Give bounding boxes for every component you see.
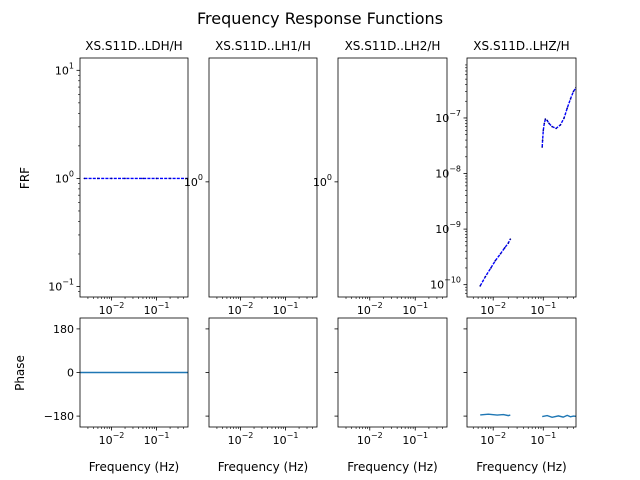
x-tick-label: 10−1 (144, 431, 170, 447)
frf-point (490, 267, 492, 269)
phase-ylabel: Phase (13, 355, 27, 391)
x-tick-label: 10−1 (273, 301, 299, 317)
subplot-title: XS.S11D..LDH/H (85, 39, 182, 53)
frf-point (542, 129, 545, 132)
frf-series-2 (541, 87, 576, 148)
subplot-7: 10−2 10−1 Frequency (Hz) (334, 317, 448, 474)
y-tick-label: 100 (313, 173, 332, 189)
subplot-6: 10−2 10−1 Frequency (Hz) (205, 317, 318, 474)
x-tick-label: 10−2 (480, 431, 506, 447)
frf-series-1 (479, 238, 511, 287)
plot-area (83, 177, 188, 180)
x-tick-label: 10−2 (357, 431, 383, 447)
x-tick-label: 10−2 (480, 301, 506, 317)
frf-point (551, 125, 553, 128)
frf-point (494, 259, 497, 262)
frf-point (543, 122, 546, 125)
y-tick-label: 101 (55, 61, 74, 77)
y-tick-label: 10−8 (435, 165, 461, 181)
frf-point (541, 139, 544, 141)
figure-title: Frequency Response Functions (197, 9, 443, 28)
subplot-5: 10−2 10−1 180 0 −180 Frequency (Hz) (44, 317, 189, 474)
x-tick-label: 10−1 (530, 431, 556, 447)
y-tick-label: −180 (44, 410, 74, 423)
frf-point (569, 98, 572, 100)
x-tick-label: 10−1 (273, 431, 299, 447)
frf-point (97, 177, 99, 180)
axes-frame (208, 317, 318, 428)
frf-point (555, 127, 557, 130)
x-tick-label: 10−1 (144, 301, 170, 317)
axes-frame (337, 317, 448, 428)
subplot-title: XS.S11D..LH2/H (345, 39, 441, 53)
x-tick-label: 10−2 (228, 431, 254, 447)
y-tick-label: 180 (53, 323, 74, 336)
frf-point (566, 107, 568, 109)
frf-point (541, 146, 543, 148)
x-tick-label: 10−2 (99, 301, 125, 317)
subplot-1: 10−2 10−1 10−1 100 101 XS.S11D..LDH/H (48, 39, 189, 317)
subplot-3: 10−2 10−1 100 XS.S11D..LH2/H (313, 39, 448, 317)
x-axis-label: Frequency (Hz) (218, 460, 309, 474)
y-tick-label: 10−9 (435, 220, 461, 236)
phase-series-2 (542, 414, 576, 419)
frf-point (572, 90, 575, 93)
frf-point (546, 119, 549, 122)
x-axis-label: Frequency (Hz) (89, 460, 180, 474)
frf-point (484, 275, 487, 278)
y-tick-label: 100 (55, 169, 74, 185)
axes-frame (208, 57, 318, 298)
subplot-title: XS.S11D..LHZ/H (473, 39, 569, 53)
x-tick-label: 10−1 (530, 301, 556, 317)
axes-frame (79, 317, 189, 428)
subplot-4: 10−2 10−1 10−10 10−9 10−8 10−7 XS.S11D..LHZ/H (430, 39, 577, 317)
x-tick-label: 10−1 (402, 431, 428, 447)
phase-series-1 (480, 413, 511, 417)
frf-point (142, 177, 144, 180)
frf-point (544, 118, 547, 121)
frf-point (155, 177, 158, 180)
y-tick-label: 10−7 (435, 109, 461, 125)
x-tick-label: 10−2 (99, 431, 125, 447)
x-tick-label: 10−1 (402, 301, 428, 317)
frf-point (503, 247, 506, 249)
frf-point (169, 177, 171, 180)
y-tick-label: 10−10 (430, 276, 461, 292)
subplot-grid: 10−2 10−1 10−1 100 101 XS.S11D..LDH/H 10−2 10−1… (44, 39, 577, 474)
frf-point (559, 124, 562, 126)
x-tick-label: 10−2 (228, 301, 254, 317)
y-tick-label: 10−1 (48, 278, 74, 294)
x-axis-label: Frequency (Hz) (347, 460, 438, 474)
y-tick-label: 100 (184, 173, 203, 189)
subplot-2: 10−2 10−1 100 XS.S11D..LH1/H (184, 39, 318, 317)
subplot-8: 10−2 10−1 Frequency (Hz) (463, 317, 577, 474)
axes-frame (466, 317, 577, 428)
x-axis-label: Frequency (Hz) (476, 460, 567, 474)
plot-area (480, 413, 576, 419)
subplot-title: XS.S11D..LH1/H (215, 39, 311, 53)
y-tick-label: 0 (67, 367, 74, 380)
frf-point (563, 117, 565, 119)
frf-ylabel: FRF (18, 167, 32, 189)
frf-point (507, 242, 510, 244)
plot-area (479, 86, 576, 287)
frf-point (499, 252, 502, 255)
frf-point (479, 285, 481, 287)
frf-point (83, 177, 86, 180)
frf-point (548, 122, 550, 125)
frf-point (124, 177, 126, 180)
axes-frame (79, 57, 189, 298)
x-tick-label: 10−2 (357, 301, 383, 317)
axes-frame (466, 57, 577, 298)
frf-point (110, 177, 113, 180)
frf-point (509, 238, 512, 240)
axes-frame (337, 57, 448, 298)
